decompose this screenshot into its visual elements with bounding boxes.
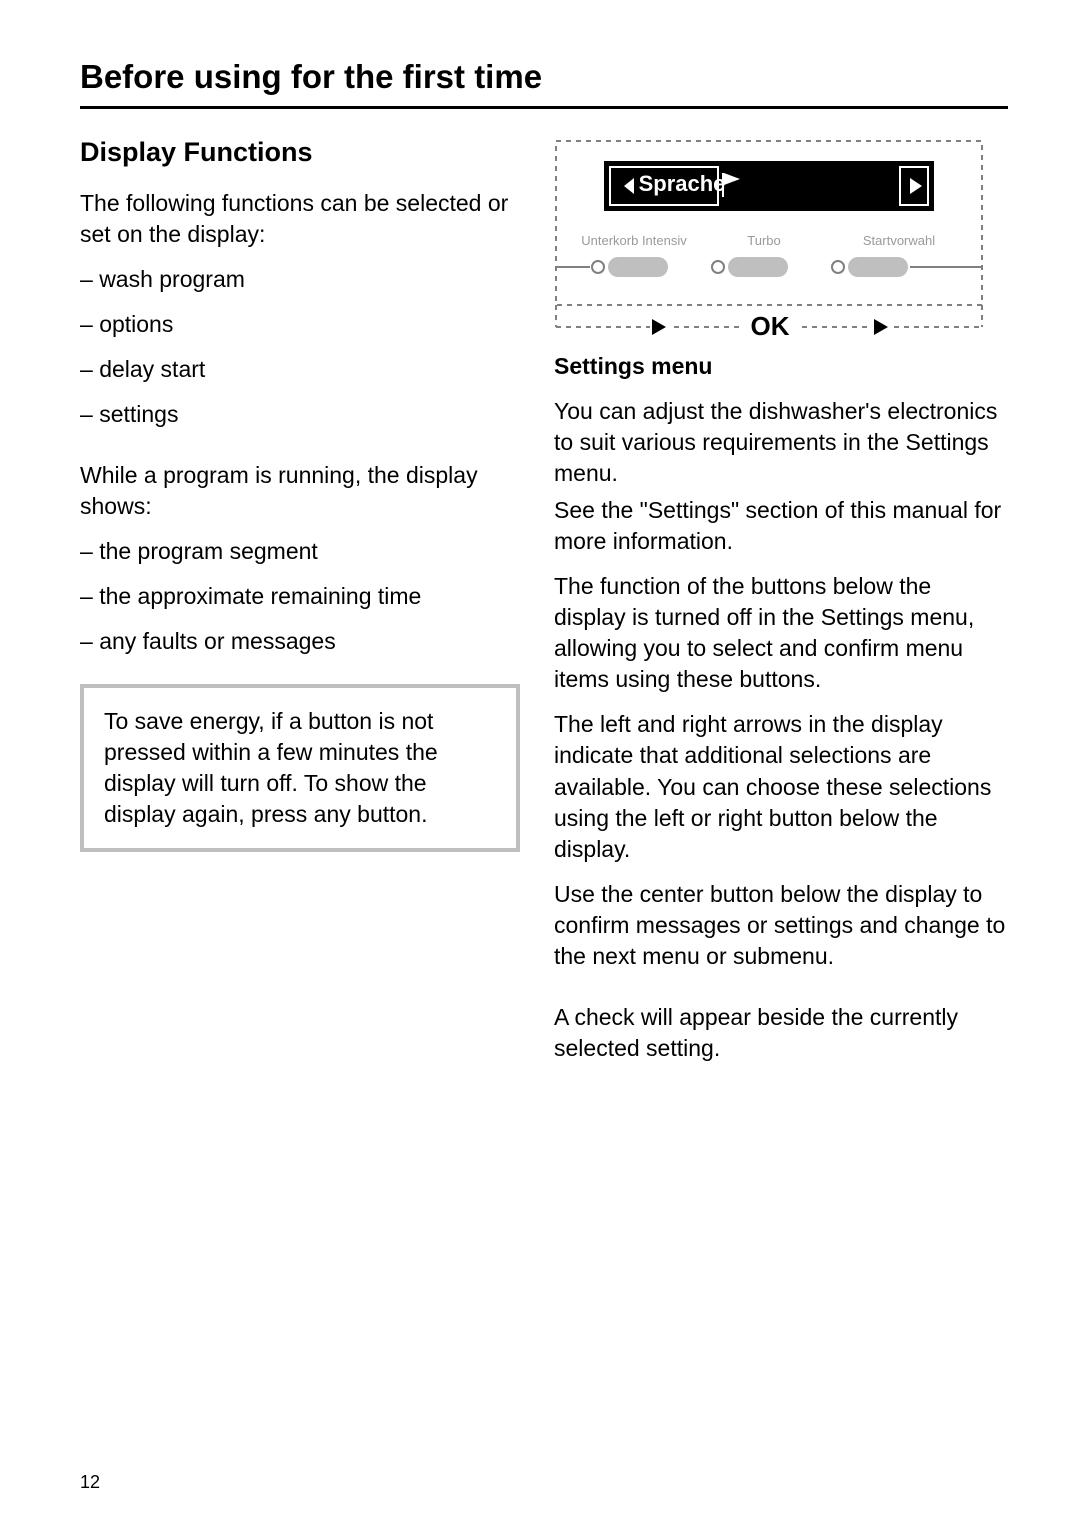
list-item: options <box>80 309 520 340</box>
settings-p4: The left and right arrows in the display… <box>554 709 1008 864</box>
page-header: Before using for the first time <box>80 58 1008 109</box>
display-panel-diagram: Sprache Unterkorb Intensiv Turbo Startvo… <box>554 137 1008 337</box>
section-title: Display Functions <box>80 137 520 168</box>
list-item: wash program <box>80 264 520 295</box>
running-list: the program segment the approximate rema… <box>80 536 520 657</box>
settings-menu-title: Settings menu <box>554 353 1008 380</box>
list-item: the program segment <box>80 536 520 567</box>
ok-label: OK <box>751 311 790 337</box>
note-text: To save energy, if a button is not press… <box>104 708 438 827</box>
settings-p2: See the "Settings" section of this manua… <box>554 495 1008 557</box>
functions-list: wash program options delay start setting… <box>80 264 520 430</box>
button-label-3: Startvorwahl <box>863 233 935 248</box>
screen-text: Sprache <box>639 171 726 196</box>
list-item: settings <box>80 399 520 430</box>
note-box: To save energy, if a button is not press… <box>80 684 520 852</box>
page-title: Before using for the first time <box>80 58 1008 96</box>
right-column: Sprache Unterkorb Intensiv Turbo Startvo… <box>554 137 1008 1078</box>
page-number: 12 <box>80 1472 100 1493</box>
panel-svg: Sprache Unterkorb Intensiv Turbo Startvo… <box>554 137 984 337</box>
button-label-1: Unterkorb Intensiv <box>581 233 687 248</box>
right-arrow-icon <box>874 319 888 335</box>
list-item: any faults or messages <box>80 626 520 657</box>
button-label-2: Turbo <box>747 233 780 248</box>
left-column: Display Functions The following function… <box>80 137 520 1078</box>
list-item: the approximate remaining time <box>80 581 520 612</box>
settings-p3: The function of the buttons below the di… <box>554 571 1008 695</box>
settings-p6: A check will appear beside the currently… <box>554 1002 1008 1064</box>
intro-text: The following functions can be selected … <box>80 188 520 250</box>
list-item: delay start <box>80 354 520 385</box>
settings-p5: Use the center button below the display … <box>554 879 1008 972</box>
left-arrow-icon <box>652 319 666 335</box>
settings-p1: You can adjust the dishwasher's electron… <box>554 396 1008 489</box>
running-intro: While a program is running, the display … <box>80 460 520 522</box>
